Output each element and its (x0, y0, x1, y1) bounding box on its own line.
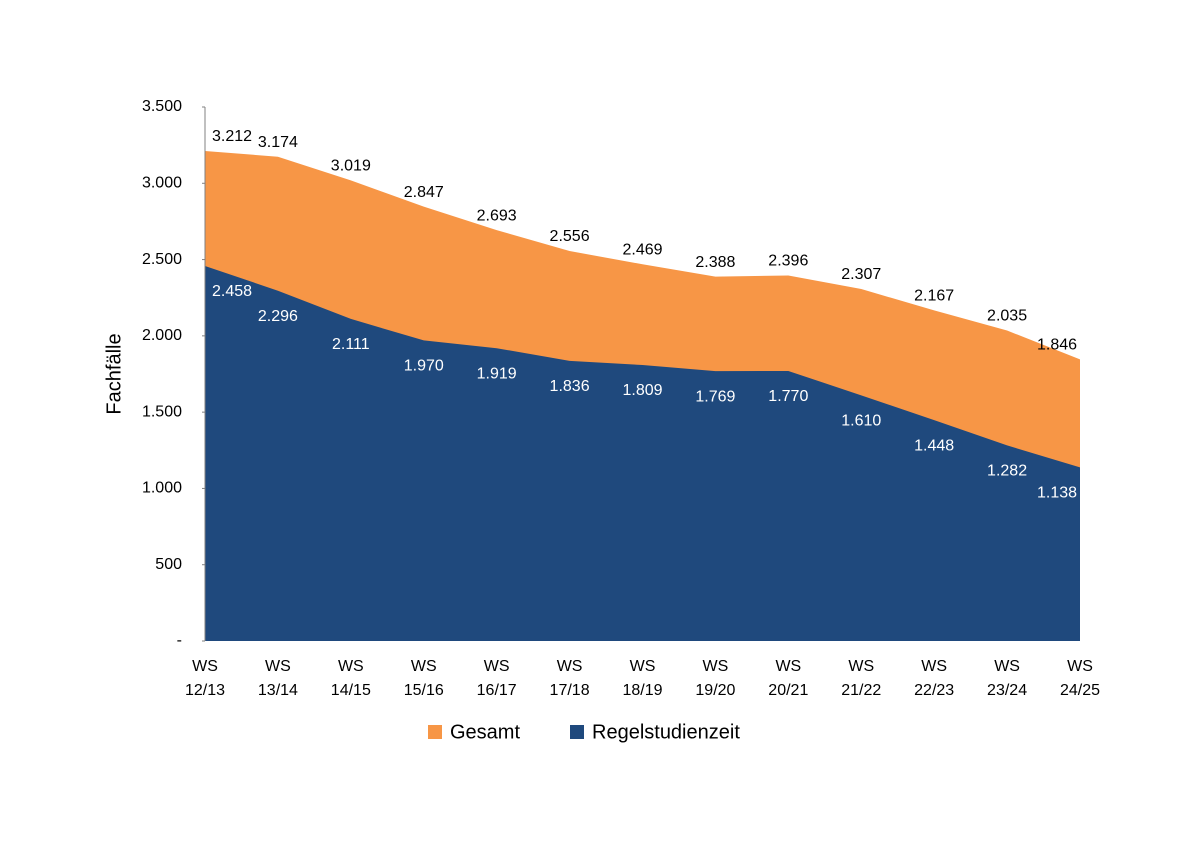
area (205, 265, 1080, 641)
data-label: 1.846 (1037, 337, 1077, 354)
data-label: 1.138 (1037, 485, 1077, 502)
y-tick-label: 1.000 (142, 480, 182, 497)
y-axis-label: Fachfälle (103, 333, 125, 414)
data-label: 1.919 (477, 365, 517, 382)
x-tick-label: WS 21/22 (841, 658, 881, 699)
y-tick-label: 500 (155, 556, 182, 573)
x-tick-label: WS 18/19 (622, 658, 662, 699)
x-tick-label: WS 22/23 (914, 658, 954, 699)
data-label: 1.769 (695, 388, 735, 405)
y-tick-label: 3.000 (142, 175, 182, 192)
data-label: 1.970 (404, 358, 444, 375)
data-label: 1.809 (622, 382, 662, 399)
x-tick-label: WS 12/13 (185, 658, 225, 699)
data-label: 2.307 (841, 266, 881, 283)
data-label: 3.174 (258, 134, 298, 151)
data-label: 2.388 (695, 254, 735, 271)
x-tick-label: WS 17/18 (550, 658, 590, 699)
data-label: 2.693 (477, 207, 517, 224)
data-label: 2.469 (622, 242, 662, 259)
legend-label: Gesamt (450, 721, 520, 743)
data-label: 3.019 (331, 158, 371, 175)
data-label: 1.770 (768, 388, 808, 405)
data-label: 2.111 (332, 336, 370, 353)
x-tick-label: WS 14/15 (331, 658, 371, 699)
data-label: 2.035 (987, 308, 1027, 325)
data-label: 2.167 (914, 288, 954, 305)
x-tick-label: WS 23/24 (987, 658, 1027, 699)
x-tick-label: WS 16/17 (477, 658, 517, 699)
data-label: 2.458 (212, 283, 252, 300)
x-tick-label: WS 19/20 (695, 658, 735, 699)
y-tick-label: 1.500 (142, 403, 182, 420)
data-label: 1.448 (914, 437, 954, 454)
y-tick-label: 2.000 (142, 327, 182, 344)
data-label: 1.282 (987, 463, 1027, 480)
legend-swatch (428, 725, 442, 739)
x-tick-label: WS 20/21 (768, 658, 808, 699)
data-label: 3.212 (212, 128, 252, 145)
x-tick-label: WS 13/14 (258, 658, 298, 699)
x-tick-label: WS 24/25 (1060, 658, 1100, 699)
legend-label: Regelstudienzeit (592, 721, 740, 743)
data-label: 2.396 (768, 253, 808, 270)
data-label: 1.610 (841, 413, 881, 430)
y-tick-label: - (177, 632, 182, 649)
data-label: 1.836 (550, 378, 590, 395)
legend-swatch (570, 725, 584, 739)
y-tick-label: 2.500 (142, 251, 182, 268)
data-label: 2.296 (258, 308, 298, 325)
y-tick-label: 3.500 (142, 98, 182, 115)
x-tick-label: WS 15/16 (404, 658, 444, 699)
data-label: 2.847 (404, 184, 444, 201)
data-label: 2.556 (550, 228, 590, 245)
